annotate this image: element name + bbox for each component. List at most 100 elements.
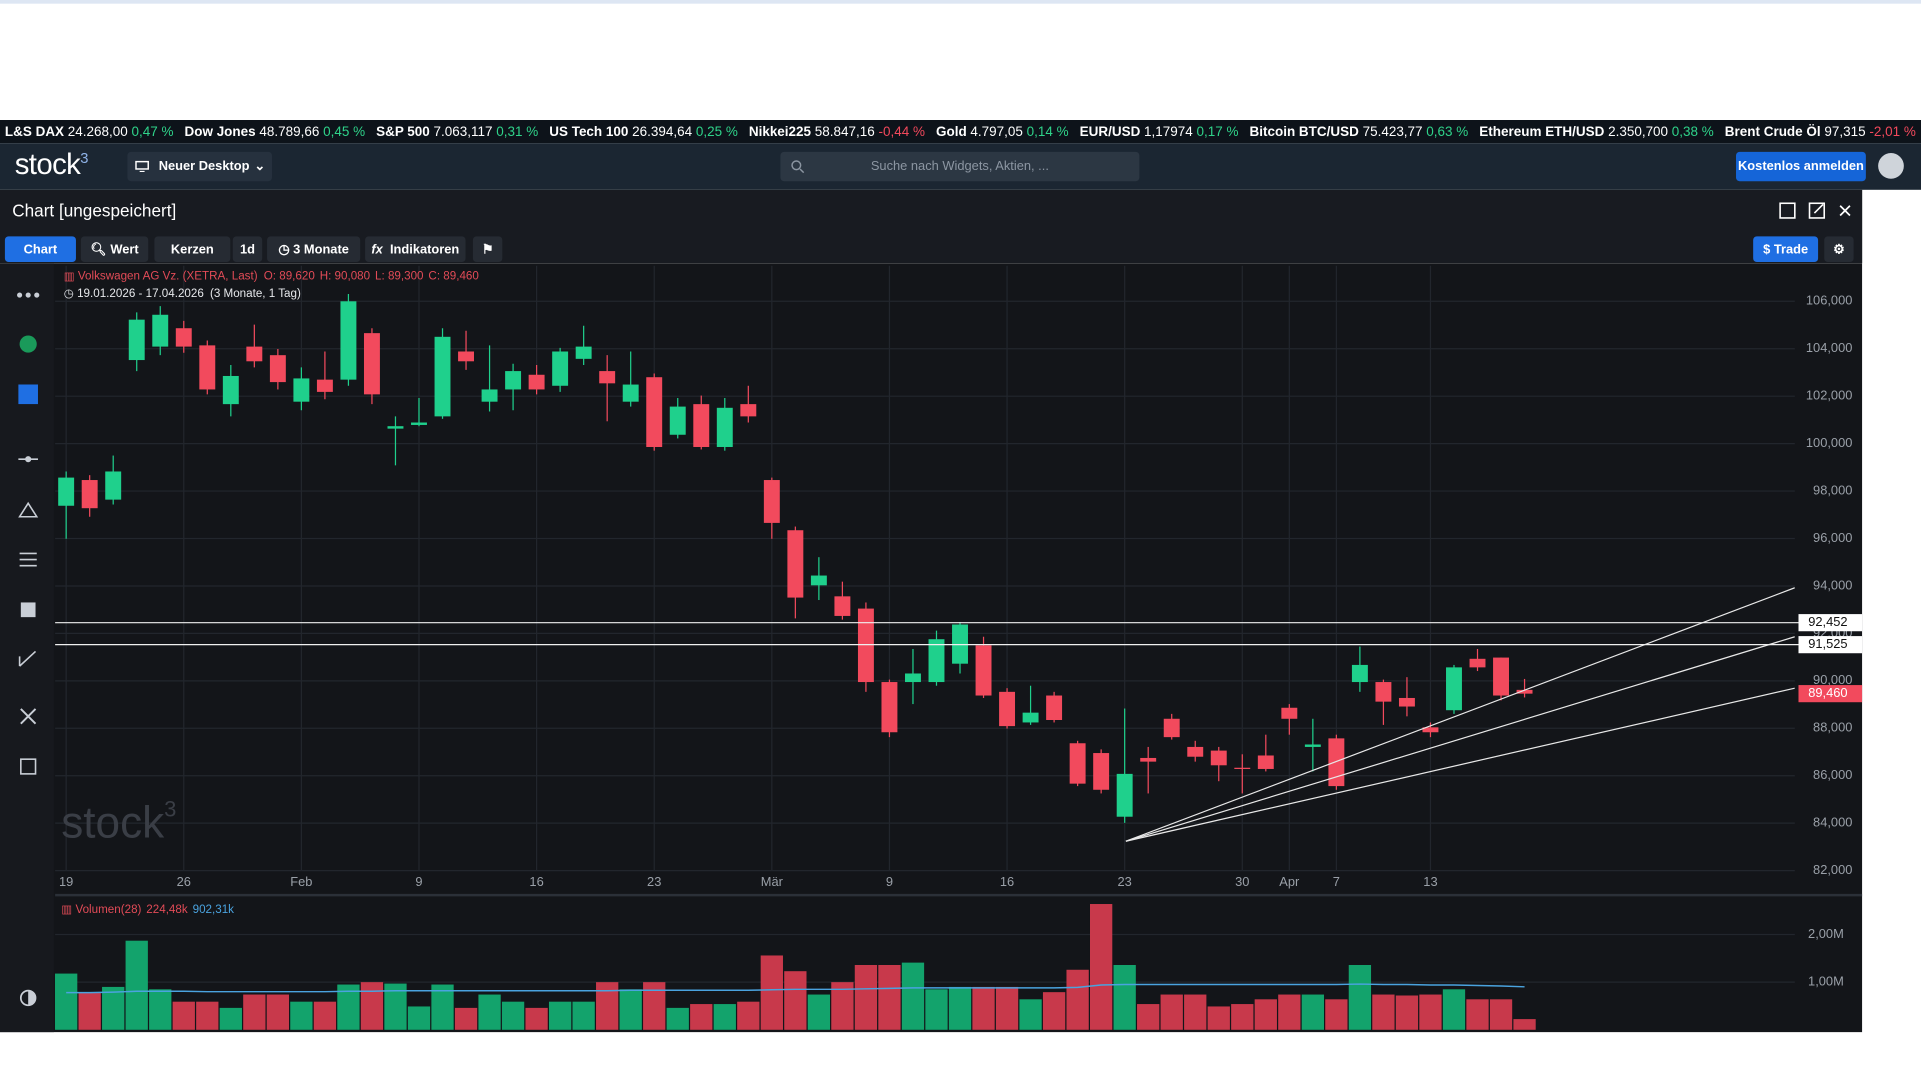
search-placeholder: Suche nach Widgets, Aktien, ...	[870, 159, 1049, 174]
y-tick-label: 96,000	[1813, 530, 1852, 545]
candle-body	[1328, 738, 1345, 787]
volume-bar	[925, 989, 948, 1030]
period-label: (3 Monate, 1 Tag)	[210, 287, 301, 300]
candle-body	[716, 407, 733, 447]
ticker-item[interactable]: EUR/USD 1,17974 0,17 %	[1080, 124, 1239, 139]
price-tag	[1798, 614, 1863, 632]
search-box[interactable]: Suche nach Widgets, Aktien, ...	[780, 151, 1140, 182]
volume-bar	[948, 986, 972, 1030]
volume-bar	[125, 940, 148, 1030]
volume-ma: 902,31k	[193, 903, 235, 916]
indicators-button[interactable]: fx Indikatoren	[365, 236, 466, 263]
ticker-item[interactable]: S&P 500 7.063,117 0,31 %	[376, 124, 538, 139]
search-icon	[791, 160, 805, 174]
desktop-icon	[134, 160, 149, 173]
trade-button[interactable]: $ Trade	[1753, 236, 1819, 263]
sidebar-icons	[17, 292, 40, 1007]
x-tick-label: Apr	[1279, 874, 1300, 889]
y-tick-label: 102,000	[1806, 388, 1852, 403]
candle-body	[1093, 753, 1110, 790]
overlay: 92,452 91,525 89,460	[55, 614, 1863, 703]
settings-button[interactable]: ⚙	[1824, 236, 1854, 263]
volume-bar	[266, 994, 290, 1030]
ticker-item[interactable]: US Tech 100 26.394,64 0,25 %	[549, 124, 738, 139]
candle-body	[1257, 755, 1274, 769]
x-tick-label: Mär	[761, 874, 784, 889]
x-tick-label: 23	[647, 874, 661, 889]
candle-body	[458, 351, 475, 362]
ticker-item[interactable]: Brent Crude Öl 97,315 -2,01 %	[1725, 124, 1916, 139]
candle-body	[834, 596, 851, 616]
price-tag	[1798, 636, 1863, 654]
range-label: 19.01.2026 - 17.04.2026	[77, 287, 204, 300]
volume-bar	[1278, 994, 1301, 1030]
range-button[interactable]: ◷ 3 Monate	[267, 236, 361, 263]
panel-header: Chart [ungespeichert] Chart 🔍︎ Wert Kerz…	[0, 189, 1863, 264]
candle-body	[81, 480, 98, 509]
y-tick-label: 88,000	[1813, 720, 1852, 735]
ticker-change: 0,25 %	[695, 124, 738, 139]
trend-lines	[1125, 587, 1795, 842]
ticker-change: 0,14 %	[1026, 124, 1069, 139]
candle-body	[387, 426, 404, 429]
candle-body	[434, 336, 451, 417]
volume-bar	[384, 983, 407, 1030]
volume-bar	[1466, 999, 1489, 1030]
value-button[interactable]: 🔍︎ Wert	[80, 236, 149, 263]
top-strip	[0, 0, 1921, 4]
candle-body	[646, 377, 663, 447]
ticker-change: -0,44 %	[878, 124, 925, 139]
candle-body	[128, 319, 145, 361]
desktop-button[interactable]: Neuer Desktop ⌄	[127, 151, 272, 182]
x-tick-label: 23	[1118, 874, 1132, 889]
volume-bar	[478, 994, 501, 1030]
toolbar-label: Kerzen	[170, 241, 214, 257]
candle-body	[1422, 727, 1439, 733]
candle-body	[269, 355, 286, 383]
volume-bar	[454, 1007, 478, 1030]
candle-body	[763, 480, 780, 523]
candle-body	[1116, 773, 1133, 817]
candle-body	[528, 374, 545, 390]
volume-bar	[196, 1001, 219, 1030]
x-tick-label: 9	[886, 874, 893, 889]
candle-body	[199, 345, 216, 390]
volume-bar	[1513, 1019, 1536, 1030]
y-tick-label: 2,00M	[1808, 926, 1844, 941]
ticker-item[interactable]: Dow Jones 48.789,66 0,45 %	[184, 124, 365, 139]
candle-body	[810, 575, 827, 586]
volume-bar	[619, 989, 642, 1030]
ticker-value: 4.797,05	[970, 124, 1023, 139]
ticker-item[interactable]: Bitcoin BTC/USD 75.423,77 0,63 %	[1250, 124, 1469, 139]
ticker-name: S&P 500	[376, 124, 430, 139]
volume-bar	[1184, 994, 1207, 1030]
chart-button[interactable]: Chart	[4, 236, 76, 263]
ticker-item[interactable]: Gold 4.797,05 0,14 %	[936, 124, 1069, 139]
candles-button[interactable]: Kerzen	[154, 236, 231, 263]
ticker-change: 0,38 %	[1671, 124, 1714, 139]
interval-button[interactable]: 1d	[232, 236, 263, 263]
volume-bar	[1066, 969, 1089, 1030]
login-button[interactable]: Kostenlos anmelden	[1736, 151, 1866, 182]
logo-text: stock	[14, 148, 81, 182]
bookmark-button[interactable]: ⚑	[472, 236, 503, 263]
volume-bar	[1231, 1004, 1254, 1030]
legend-open: O: 89,620	[264, 270, 316, 283]
candle-body	[1046, 695, 1063, 721]
ticker-item[interactable]: Ethereum ETH/USD 2.350,700 0,38 %	[1479, 124, 1713, 139]
x-tick-label: 13	[1423, 874, 1437, 889]
ticker-item[interactable]: Nikkei225 58.847,16 -0,44 %	[749, 124, 925, 139]
window-icons[interactable]	[1776, 201, 1856, 221]
y-tick-label: 84,000	[1813, 815, 1852, 830]
volume-bar	[1348, 965, 1372, 1030]
last-price-tag	[1798, 685, 1863, 703]
candle-body	[1446, 667, 1462, 711]
avatar[interactable]	[1878, 153, 1904, 179]
ticker-item[interactable]: L&S DAX 24.268,00 0,47 %	[5, 124, 174, 139]
logo[interactable]: stock3	[14, 148, 89, 182]
ticker-change: 0,47 %	[131, 124, 174, 139]
ticker-change: -2,01 %	[1869, 124, 1916, 139]
volume-bar	[1254, 999, 1277, 1030]
